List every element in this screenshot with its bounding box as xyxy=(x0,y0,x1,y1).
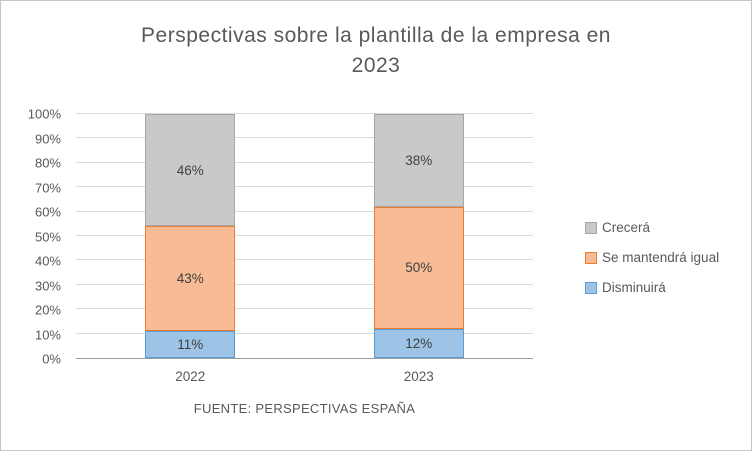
data-label: 43% xyxy=(176,271,204,287)
y-axis-tick-label: 50% xyxy=(34,229,61,244)
legend-swatch-icon xyxy=(585,221,597,234)
gridline xyxy=(76,210,533,212)
y-axis-tick-label: 30% xyxy=(34,278,61,293)
gridline xyxy=(76,137,533,139)
gridline xyxy=(76,332,533,334)
plot-area: 11% 43% 46% 12% 50% 38% xyxy=(76,113,533,359)
legend-label: Crecerá xyxy=(602,220,651,235)
chart-title: Perspectivas sobre la plantilla de la em… xyxy=(1,21,751,82)
legend-item: Disminuirá xyxy=(585,280,719,295)
legend-label: Disminuirá xyxy=(602,280,666,295)
x-axis: 2022 2023 xyxy=(76,369,533,387)
gridline xyxy=(76,113,533,114)
bar-segment: 12% xyxy=(373,328,464,358)
x-axis-category-label: 2022 xyxy=(175,369,206,384)
legend: Crecerá Se mantendrá igual Disminuirá xyxy=(585,220,719,295)
bar-segment: 38% xyxy=(373,114,464,207)
y-axis-tick-label: 80% xyxy=(34,155,61,171)
gridline xyxy=(76,235,533,236)
bar-segment: 11% xyxy=(145,331,236,358)
y-axis-tick-label: 100% xyxy=(27,106,61,122)
y-axis-tick-label: 40% xyxy=(34,253,61,269)
legend-swatch-icon xyxy=(585,251,597,264)
chart-title-line-1: Perspectivas sobre la plantilla de la em… xyxy=(141,24,611,47)
y-axis: 0% 10% 20% 30% 40% 50% 60% 70% 80% 90% 100% xyxy=(1,107,67,367)
gridline xyxy=(76,161,533,163)
legend-item: Crecerá xyxy=(585,220,719,235)
y-axis-tick-label: 10% xyxy=(34,327,61,342)
legend-swatch-icon xyxy=(585,281,597,294)
gridline xyxy=(76,308,533,310)
data-label: 11% xyxy=(177,337,204,353)
y-axis-tick-label: 20% xyxy=(34,302,61,318)
y-axis-tick-label: 90% xyxy=(34,131,61,146)
stacked-bar-2023: 12% 50% 38% xyxy=(373,114,464,358)
bar-segment: 46% xyxy=(145,114,236,227)
legend-item: Se mantendrá igual xyxy=(585,250,719,265)
bar-segment: 50% xyxy=(373,206,464,329)
data-label: 12% xyxy=(405,335,433,351)
gridline xyxy=(76,259,533,261)
y-axis-tick-label: 0% xyxy=(42,351,61,367)
y-axis-tick-label: 60% xyxy=(34,204,61,220)
x-axis-category-label: 2023 xyxy=(403,369,434,384)
bar-segment: 43% xyxy=(145,226,236,332)
gridline xyxy=(76,186,533,188)
data-label: 50% xyxy=(405,260,433,276)
gridline xyxy=(76,283,533,285)
data-label: 38% xyxy=(405,152,433,168)
chart-title-line-2: 2023 xyxy=(351,54,401,78)
legend-label: Se mantendrá igual xyxy=(602,250,720,265)
data-label: 46% xyxy=(176,162,204,178)
source-note: FUENTE: PERSPECTIVAS ESPAÑA xyxy=(193,401,416,416)
stacked-bar-2022: 11% 43% 46% xyxy=(145,114,236,358)
y-axis-tick-label: 70% xyxy=(34,180,61,195)
